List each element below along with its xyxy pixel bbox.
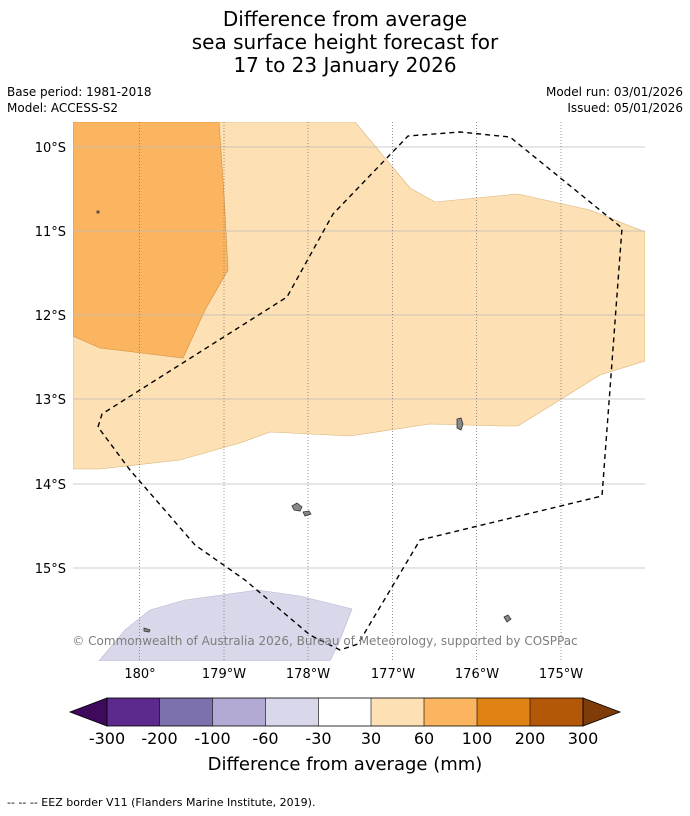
eez-border xyxy=(97,131,623,651)
issued-date: Issued: 05/01/2026 xyxy=(567,101,683,115)
lon-label-180: 180° xyxy=(124,667,155,682)
colorbar-segment-6 xyxy=(371,698,424,726)
lat-label-12s: 12°S xyxy=(35,309,66,324)
colorbar-extend-low xyxy=(68,697,108,727)
colorbar-segment-4 xyxy=(265,698,319,726)
cb-tick-5: -30 xyxy=(305,729,331,748)
lon-label-177w: 177°W xyxy=(371,667,415,682)
lon-label-176w: 176°W xyxy=(455,667,499,682)
model-name: Model: ACCESS-S2 xyxy=(7,101,119,115)
colorbar-segment-5 xyxy=(318,698,371,726)
cb-tick-1: -300 xyxy=(89,729,125,748)
title-line-2: sea surface height forecast for xyxy=(191,30,499,54)
cb-tick-3: -100 xyxy=(194,729,230,748)
map-area xyxy=(73,122,645,661)
colorbar-segment-9 xyxy=(530,698,583,726)
colorbar-label: Difference from average (mm) xyxy=(208,754,483,775)
cb-tick-2: -200 xyxy=(141,729,177,748)
island-1 xyxy=(456,417,464,431)
latitude-gridlines xyxy=(73,146,645,569)
colorbar-extend-high xyxy=(582,697,622,727)
cb-tick-8: 100 xyxy=(462,729,493,748)
island-5 xyxy=(96,210,100,214)
colorbar-segment-3 xyxy=(212,698,266,726)
colorbar-segment-1 xyxy=(107,698,160,726)
colorbar: -300 -200 -100 -60 -30 30 60 100 200 300… xyxy=(68,697,622,775)
colorbar-dividers xyxy=(159,698,531,726)
meta-left: Base period: 1981-2018 Model: ACCESS-S2 xyxy=(7,84,152,116)
islands xyxy=(96,210,512,633)
lat-label-13s: 13°S xyxy=(35,393,66,408)
copyright-notice: © Commonwealth of Australia 2026, Bureau… xyxy=(72,634,577,648)
cb-tick-7: 60 xyxy=(414,729,434,748)
island-6 xyxy=(143,627,151,633)
meta-right: Model run: 03/01/2026 Issued: 05/01/2026 xyxy=(546,84,683,116)
island-4 xyxy=(503,614,512,623)
cb-tick-10: 300 xyxy=(568,729,599,748)
cb-tick-4: -60 xyxy=(252,729,278,748)
longitude-labels: 180° 179°W 178°W 177°W 176°W 175°W xyxy=(124,667,583,682)
cb-tick-6: 30 xyxy=(361,729,381,748)
colorbar-ticks: -300 -200 -100 -60 -30 30 60 100 200 300 xyxy=(89,729,598,748)
anomaly-region-neg30-neg60 xyxy=(98,589,353,661)
lat-label-14s: 14°S xyxy=(35,478,66,493)
lon-label-175w: 175°W xyxy=(539,667,583,682)
lat-label-10s: 10°S xyxy=(35,141,66,156)
colorbar-segment-8 xyxy=(477,698,530,726)
base-period: Base period: 1981-2018 xyxy=(7,85,152,99)
cb-tick-9: 200 xyxy=(515,729,546,748)
colorbar-segment-2 xyxy=(159,698,213,726)
eez-legend-note: -- -- -- EEZ border V11 (Flanders Marine… xyxy=(7,796,316,809)
title-line-3: 17 to 23 January 2026 xyxy=(233,53,457,77)
lon-label-178w: 178°W xyxy=(286,667,330,682)
chart-title: Difference from average sea surface heig… xyxy=(0,8,690,77)
lat-label-15s: 15°S xyxy=(35,562,66,577)
lat-label-11s: 11°S xyxy=(35,225,66,240)
latitude-labels: 10°S 11°S 12°S 13°S 14°S 15°S xyxy=(35,141,66,577)
island-3 xyxy=(302,510,312,517)
lon-label-179w: 179°W xyxy=(202,667,246,682)
anomaly-region-60-100 xyxy=(73,122,229,359)
colorbar-frame xyxy=(106,697,584,727)
title-line-1: Difference from average xyxy=(222,7,468,31)
colorbar-segment-7 xyxy=(424,698,477,726)
island-2 xyxy=(291,502,303,512)
model-run: Model run: 03/01/2026 xyxy=(545,85,683,99)
